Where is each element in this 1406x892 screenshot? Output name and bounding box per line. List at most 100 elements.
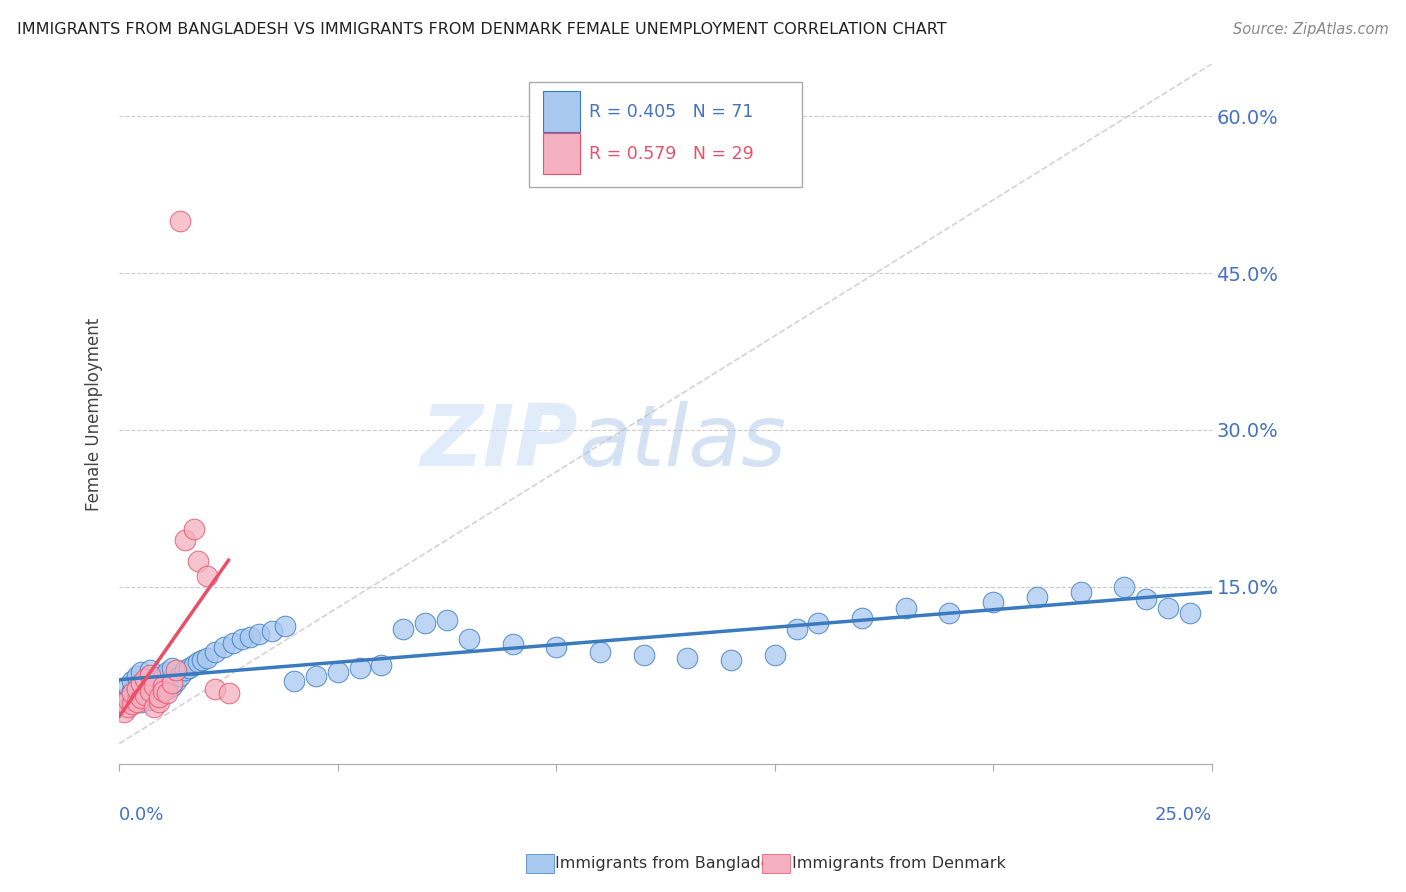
FancyBboxPatch shape [529,81,801,186]
Point [148,690,170,704]
Point [134,690,156,704]
Text: R = 0.579   N = 29: R = 0.579 N = 29 [589,145,754,162]
Point [981,595,1004,609]
Point [370,658,392,673]
Point [1157,600,1180,615]
Point [283,673,305,688]
Point [169,668,191,682]
Point [125,682,148,697]
Point [720,653,742,667]
Point [305,668,328,682]
Point [160,661,183,675]
Point [502,637,524,651]
Point [179,661,201,675]
Point [204,682,226,697]
Point [117,692,139,706]
Point [156,686,179,700]
Point [139,664,162,678]
Point [938,606,960,620]
Point [129,695,152,709]
Point [129,679,152,693]
Point [222,636,245,650]
Point [1114,580,1136,594]
Point [125,692,148,706]
Text: ZIP: ZIP [420,401,578,483]
Point [156,665,179,680]
Point [894,600,917,615]
Point [349,661,371,675]
Text: 25.0%: 25.0% [1154,806,1212,824]
Point [125,682,148,697]
Point [143,700,166,714]
Point [165,664,187,678]
Text: Immigrants from Denmark: Immigrants from Denmark [792,856,1005,871]
Point [212,640,235,655]
Point [156,682,179,697]
Point [187,554,209,568]
Point [239,630,262,644]
Point [148,690,170,704]
Point [117,679,139,693]
Point [134,672,156,686]
Point [125,695,148,709]
Point [1025,591,1047,605]
Point [851,611,873,625]
Point [262,624,284,638]
Point [152,679,174,693]
Point [173,533,195,547]
Point [121,684,143,698]
Point [436,613,458,627]
Point [125,668,148,682]
Point [152,684,174,698]
FancyBboxPatch shape [543,91,581,132]
Point [139,667,162,681]
Point [143,686,166,700]
Point [121,686,143,700]
Point [191,653,214,667]
Point [173,664,195,678]
Point [129,676,152,690]
Point [169,214,191,228]
Point [247,627,270,641]
Point [218,686,240,700]
Y-axis label: Female Unemployment: Female Unemployment [86,318,103,511]
Point [117,690,139,704]
Point [134,676,156,690]
Point [676,650,699,665]
Point [129,665,152,680]
FancyBboxPatch shape [543,133,581,174]
Point [326,665,349,680]
Point [121,673,143,688]
Point [763,648,786,662]
Point [152,684,174,698]
Text: R = 0.405   N = 71: R = 0.405 N = 71 [589,103,754,120]
Point [195,650,218,665]
Point [187,655,209,669]
Point [195,569,218,583]
Point [204,644,226,658]
Point [152,668,174,682]
Point [143,679,166,693]
Point [165,673,187,688]
Point [129,690,152,705]
Point [112,705,135,719]
Point [148,673,170,688]
Point [589,644,612,658]
Point [117,700,139,714]
Point [139,692,162,706]
Text: IMMIGRANTS FROM BANGLADESH VS IMMIGRANTS FROM DENMARK FEMALE UNEMPLOYMENT CORREL: IMMIGRANTS FROM BANGLADESH VS IMMIGRANTS… [17,22,946,37]
Point [1070,585,1092,599]
Point [546,640,568,655]
Point [183,522,205,536]
Text: 0.0%: 0.0% [120,806,165,824]
Point [160,679,183,693]
Point [134,689,156,703]
Point [112,695,135,709]
Point [160,676,183,690]
Text: Source: ZipAtlas.com: Source: ZipAtlas.com [1233,22,1389,37]
Point [1135,592,1157,607]
Point [139,684,162,698]
Point [143,672,166,686]
Point [121,697,143,711]
Point [274,619,297,633]
